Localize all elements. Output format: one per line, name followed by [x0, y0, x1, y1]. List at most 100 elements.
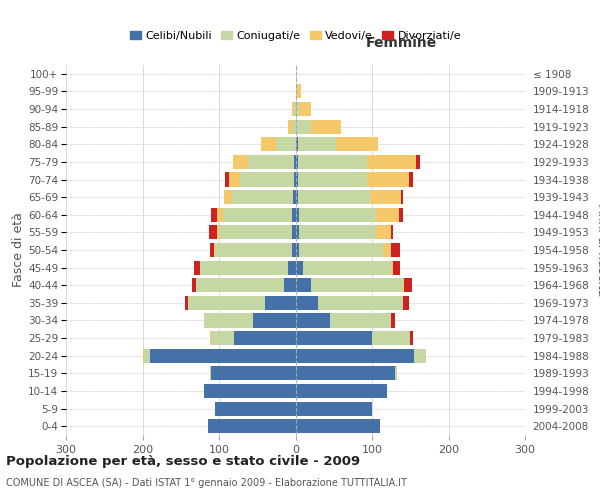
Bar — [217, 226, 219, 239]
Bar — [298, 190, 370, 204]
Bar — [211, 331, 235, 345]
Bar — [248, 155, 294, 169]
Bar — [194, 260, 200, 274]
Bar — [294, 102, 296, 116]
Bar — [215, 402, 296, 415]
Bar — [296, 296, 319, 310]
Bar — [296, 384, 388, 398]
Bar — [196, 278, 284, 292]
Bar — [403, 296, 409, 310]
Bar — [296, 102, 299, 116]
Bar — [150, 348, 296, 363]
Bar — [232, 190, 293, 204]
Bar — [296, 314, 330, 328]
Bar — [292, 226, 296, 239]
Bar — [224, 190, 232, 204]
Bar — [296, 366, 395, 380]
Y-axis label: Anni di nascita: Anni di nascita — [595, 204, 600, 296]
Bar — [376, 226, 391, 239]
Bar — [208, 419, 296, 433]
Bar — [330, 314, 391, 328]
Bar — [296, 190, 298, 204]
Bar — [204, 314, 253, 328]
Bar — [223, 208, 292, 222]
Bar — [296, 260, 303, 274]
Bar — [233, 155, 248, 169]
Bar — [219, 226, 292, 239]
Legend: Celibi/Nubili, Coniugati/e, Vedovi/e, Divorziati/e: Celibi/Nubili, Coniugati/e, Vedovi/e, Di… — [125, 26, 466, 45]
Bar — [403, 278, 404, 292]
Bar — [336, 137, 378, 152]
Bar — [296, 137, 298, 152]
Bar — [293, 190, 296, 204]
Bar — [299, 208, 376, 222]
Bar — [292, 120, 296, 134]
Bar — [296, 226, 299, 239]
Bar — [144, 348, 150, 363]
Bar — [296, 419, 380, 433]
Bar — [225, 172, 229, 186]
Bar — [296, 278, 311, 292]
Text: Popolazione per età, sesso e stato civile - 2009: Popolazione per età, sesso e stato civil… — [6, 455, 360, 468]
Bar — [200, 260, 288, 274]
Bar — [277, 137, 296, 152]
Bar — [391, 260, 394, 274]
Bar — [311, 278, 403, 292]
Bar — [391, 226, 394, 239]
Bar — [253, 314, 296, 328]
Bar — [399, 208, 403, 222]
Bar — [188, 296, 265, 310]
Bar — [185, 296, 188, 310]
Bar — [214, 243, 215, 257]
Bar — [319, 296, 403, 310]
Bar — [215, 243, 292, 257]
Bar — [298, 137, 336, 152]
Bar — [143, 348, 144, 363]
Bar — [296, 402, 372, 415]
Bar — [296, 84, 297, 98]
Bar — [292, 243, 296, 257]
Bar — [210, 331, 211, 345]
Text: COMUNE DI ASCEA (SA) - Dati ISTAT 1° gennaio 2009 - Elaborazione TUTTITALIA.IT: COMUNE DI ASCEA (SA) - Dati ISTAT 1° gen… — [6, 478, 407, 488]
Bar — [210, 366, 211, 380]
Bar — [383, 243, 391, 257]
Bar — [292, 208, 296, 222]
Bar — [296, 172, 298, 186]
Bar — [414, 348, 425, 363]
Bar — [298, 172, 367, 186]
Bar — [211, 208, 217, 222]
Bar — [296, 155, 298, 169]
Bar — [401, 190, 403, 204]
Bar — [296, 331, 372, 345]
Bar — [404, 278, 412, 292]
Bar — [410, 331, 413, 345]
Bar — [367, 155, 416, 169]
Bar — [261, 137, 277, 152]
Bar — [288, 120, 292, 134]
Bar — [311, 120, 341, 134]
Bar — [391, 314, 395, 328]
Bar — [395, 366, 397, 380]
Bar — [299, 102, 311, 116]
Bar — [370, 190, 401, 204]
Bar — [235, 331, 296, 345]
Bar — [294, 172, 296, 186]
Bar — [288, 260, 296, 274]
Bar — [372, 331, 410, 345]
Bar — [284, 278, 296, 292]
Text: Femmine: Femmine — [365, 36, 437, 50]
Bar — [296, 208, 299, 222]
Bar — [296, 120, 311, 134]
Bar — [299, 226, 376, 239]
Bar — [391, 243, 400, 257]
Bar — [367, 172, 409, 186]
Bar — [204, 384, 296, 398]
Bar — [299, 243, 383, 257]
Bar — [217, 208, 223, 222]
Bar — [296, 348, 414, 363]
Bar — [297, 84, 301, 98]
Y-axis label: Fasce di età: Fasce di età — [13, 212, 25, 288]
Bar — [241, 172, 294, 186]
Bar — [192, 278, 196, 292]
Bar — [210, 243, 214, 257]
